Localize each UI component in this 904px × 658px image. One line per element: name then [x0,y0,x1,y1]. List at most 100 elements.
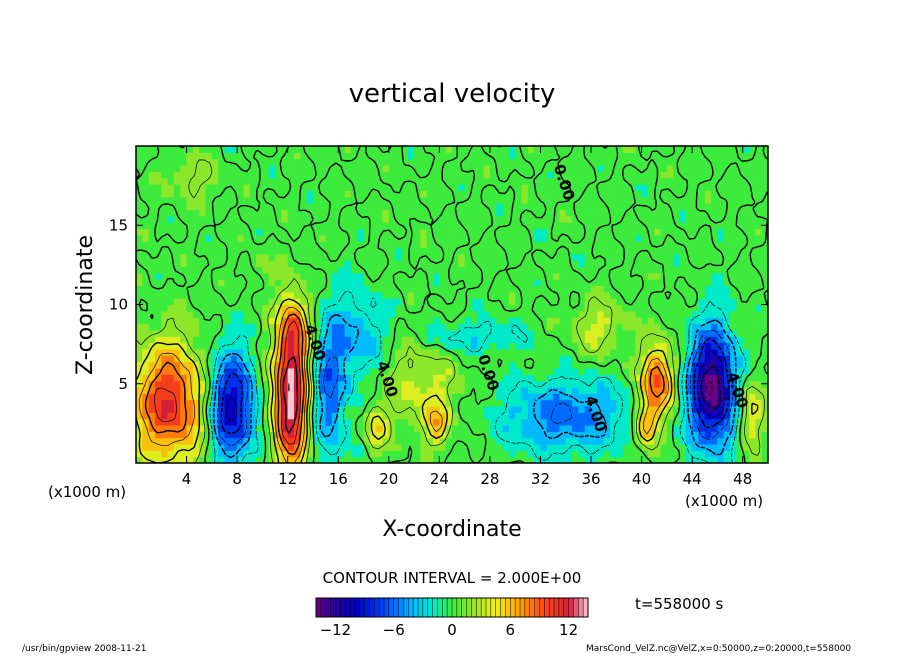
field-cell [711,329,719,337]
field-cell [173,260,181,268]
field-cell [666,431,674,439]
field-cell [704,355,712,363]
field-cell [527,399,535,407]
field-cell [420,241,428,249]
field-cell [603,158,611,166]
field-cell [591,418,598,426]
field-cell [439,412,447,420]
field-cell [161,291,169,299]
field-cell [363,361,371,369]
field-cell [730,393,737,401]
field-cell [192,304,200,312]
field-cell [319,336,327,344]
field-cell [382,355,390,363]
field-cell [742,285,750,293]
field-cell [546,165,554,172]
field-cell [338,298,346,306]
field-cell [237,146,245,153]
field-cell [534,329,542,337]
field-cell [426,443,434,451]
field-cell [723,152,731,160]
field-cell [287,348,295,356]
field-cell [755,241,763,249]
field-cell [218,342,226,350]
field-cell [736,348,744,356]
field-cell [521,424,529,432]
field-cell [154,152,162,160]
field-cell [540,260,548,268]
field-cell [256,184,263,191]
field-cell [730,241,737,249]
field-cell [679,171,687,179]
field-cell [249,279,257,287]
field-cell [654,374,662,382]
field-cell [420,228,428,236]
field-cell [243,184,251,191]
field-cell [559,374,567,382]
field-cell [256,386,263,394]
field-cell [294,412,301,420]
field-cell [445,431,453,439]
field-cell [186,380,194,388]
field-cell [610,431,617,439]
field-cell [199,260,207,268]
field-cell [224,437,232,445]
field-cell [578,361,586,369]
field-cell [546,171,554,179]
field-cell [616,317,624,325]
field-cell [736,355,744,363]
field-cell [300,272,308,280]
field-cell [148,266,156,274]
field-cell [218,336,226,344]
field-cell [199,222,207,230]
field-cell [300,418,308,426]
field-cell [755,158,763,166]
field-cell [357,456,365,463]
field-cell [622,310,630,318]
field-cell [211,260,219,268]
field-cell [224,241,232,249]
field-cell [660,146,668,153]
field-cell [224,253,232,261]
field-cell [666,367,674,375]
field-cell [401,184,409,191]
field-cell [660,228,668,236]
field-cell [268,234,276,242]
field-cell [717,374,725,382]
field-cell [616,260,624,268]
field-cell [736,367,744,375]
field-cell [546,380,554,388]
field-cell [218,171,226,179]
field-cell [553,228,561,236]
field-cell [148,399,156,407]
field-cell [711,386,719,394]
field-cell [483,272,491,280]
field-cell [584,393,592,401]
field-cell [363,247,371,255]
field-cell [136,253,143,261]
field-cell [306,298,314,306]
field-cell [749,184,756,191]
field-cell [319,222,327,230]
field-cell [319,342,327,350]
field-cell [723,158,731,166]
field-cell [300,437,308,445]
field-cell [262,418,270,426]
field-cell [704,291,712,299]
field-cell [464,196,472,204]
field-cell [350,424,358,432]
field-cell [666,380,674,388]
field-cell [230,279,238,287]
field-cell [420,323,428,331]
field-cell [584,348,592,356]
field-cell [433,190,440,198]
field-cell [331,279,339,287]
field-cell [420,196,428,204]
field-cell [685,266,693,274]
field-cell [666,146,674,153]
field-cell [426,253,434,261]
field-cell [445,247,453,255]
field-cell [148,431,156,439]
field-cell [654,152,662,160]
field-cell [711,323,719,331]
